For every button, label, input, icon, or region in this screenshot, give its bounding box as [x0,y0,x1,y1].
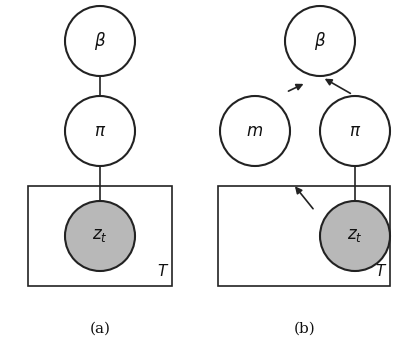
Circle shape [320,96,390,166]
Text: $\beta$: $\beta$ [94,30,106,52]
Text: (a): (a) [89,322,110,336]
Text: $z_t$: $z_t$ [92,227,108,244]
Circle shape [65,96,135,166]
Circle shape [65,6,135,76]
Text: $\beta$: $\beta$ [314,30,326,52]
Bar [28,186,172,286]
Circle shape [320,201,390,271]
Circle shape [220,96,290,166]
Text: $T$: $T$ [157,263,169,279]
Bar [218,186,390,286]
Text: $\pi$: $\pi$ [349,122,361,139]
Circle shape [285,6,355,76]
Text: (b): (b) [294,322,316,336]
Text: $z_t$: $z_t$ [347,227,363,244]
Text: $\pi$: $\pi$ [94,122,106,139]
Text: $m$: $m$ [247,122,264,139]
Circle shape [65,201,135,271]
Text: $T$: $T$ [375,263,387,279]
